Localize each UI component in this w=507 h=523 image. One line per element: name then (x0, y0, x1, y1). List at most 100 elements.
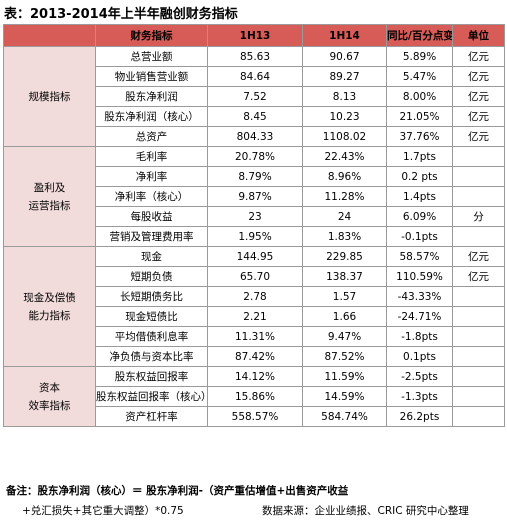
cell (452, 366, 505, 387)
group-label: 现金及偿债 能力指标 (3, 246, 96, 367)
cell: 11.31% (207, 326, 303, 347)
cell: 亿元 (452, 106, 505, 127)
cell: 85.63 (207, 46, 303, 67)
table-row: 现金及偿债 能力指标 现金 144.95 229.85 58.57% 亿元 (3, 246, 505, 367)
cell: 89.27 (302, 66, 387, 87)
cell: 5.47% (386, 66, 453, 87)
cell: 股东净利润 (95, 86, 208, 107)
cell: 110.59% (386, 266, 453, 287)
cell: 22.43% (302, 146, 387, 167)
cell: 1.57 (302, 286, 387, 307)
cell: 总营业额 (95, 46, 208, 67)
cell: 20.78% (207, 146, 303, 167)
cell: 净利率（核心） (95, 186, 208, 207)
cell: 9.87% (207, 186, 303, 207)
cell: 亿元 (452, 126, 505, 147)
cell: -2.5pts (386, 366, 453, 387)
cell: 584.74% (302, 406, 387, 427)
cell: 每股收益 (95, 206, 208, 227)
cell (452, 146, 505, 167)
cell: 87.42% (207, 346, 303, 367)
cell: 8.79% (207, 166, 303, 187)
cell: 股东权益回报率（核心） (95, 386, 208, 407)
cell: 9.47% (302, 326, 387, 347)
cell: 1.95% (207, 226, 303, 247)
cell: 138.37 (302, 266, 387, 287)
cell: 87.52% (302, 346, 387, 367)
cell: -1.3pts (386, 386, 453, 407)
cell: 11.28% (302, 186, 387, 207)
group-label: 资本 效率指标 (3, 366, 96, 427)
group-label-line: 资本 (39, 381, 60, 394)
cell (452, 306, 505, 327)
title: 表：2013-2014年上半年融创财务指标 (4, 7, 238, 22)
header-cell: 1H14 (302, 24, 387, 47)
cell: 65.70 (207, 266, 303, 287)
cell: 亿元 (452, 246, 505, 267)
cell: -43.33% (386, 286, 453, 307)
cell: 8.00% (386, 86, 453, 107)
cell: 1108.02 (302, 126, 387, 147)
table-row: 规模指标 总营业额 85.63 90.67 5.89% 亿元 (3, 46, 505, 147)
cell: 24 (302, 206, 387, 227)
cell: 毛利率 (95, 146, 208, 167)
cell: 144.95 (207, 246, 303, 267)
header-cell: 1H13 (207, 24, 303, 47)
cell (452, 186, 505, 207)
cell: 总资产 (95, 126, 208, 147)
cell: 长短期债务比 (95, 286, 208, 307)
cell: 7.52 (207, 86, 303, 107)
cell: 8.13 (302, 86, 387, 107)
header-cell: 单位 (452, 24, 505, 47)
cell (452, 326, 505, 347)
cell: 229.85 (302, 246, 387, 267)
cell: 营销及管理费用率 (95, 226, 208, 247)
group-label-line: 能力指标 (28, 309, 71, 322)
group-label-line: 效率指标 (28, 399, 71, 412)
cell: 26.2pts (386, 406, 453, 427)
cell: 净利率 (95, 166, 208, 187)
cell: 14.59% (302, 386, 387, 407)
group-label-line: 现金及偿债 (23, 291, 76, 304)
cell: 短期负债 (95, 266, 208, 287)
group-label-line: 盈利及 (33, 181, 66, 194)
table-row: 现金短债比 2.21 1.66 -24.71% (4, 306, 505, 327)
cell (452, 286, 505, 307)
cell: 0.2 pts (386, 166, 453, 187)
cell: 现金 (95, 246, 208, 267)
cell: 558.57% (207, 406, 303, 427)
cell: 1.4pts (386, 186, 453, 207)
cell: 14.12% (207, 366, 303, 387)
cell: 平均借债利息率 (95, 326, 208, 347)
table-row: 股东净利润（核心） 8.45 10.23 21.05% 亿元 (4, 106, 505, 127)
cell: 8.96% (302, 166, 387, 187)
group-label-line: 运营指标 (28, 199, 71, 212)
table-row: 股东权益回报率（核心） 15.86% 14.59% -1.3pts (4, 386, 505, 407)
cell: 亿元 (452, 86, 505, 107)
cell: 亿元 (452, 266, 505, 287)
table-row: 净利率（核心） 9.87% 11.28% 1.4pts (4, 186, 505, 207)
cell: 1.66 (302, 306, 387, 327)
cell: 8.45 (207, 106, 303, 127)
cell: 物业销售营业额 (95, 66, 208, 87)
cell: 现金短债比 (95, 306, 208, 327)
cell: 1.83% (302, 226, 387, 247)
cell: 21.05% (386, 106, 453, 127)
cell: 亿元 (452, 46, 505, 67)
table-row: 营销及管理费用率 1.95% 1.83% -0.1pts (4, 226, 505, 247)
table-row: 净利率 8.79% 8.96% 0.2 pts (4, 166, 505, 187)
source: 数据来源：企业业绩报、CRIC 研究中心整理 (262, 505, 469, 517)
table-row: 资本 效率指标 股东权益回报率 14.12% 11.59% -2.5pts (3, 366, 505, 427)
group-label-line: 规模指标 (28, 90, 71, 103)
note: 备注：股东净利润（核心）＝ 股东净利润-（资产重估增值+出售资产收益 (6, 485, 349, 497)
cell: 分 (452, 206, 505, 227)
cell (452, 166, 505, 187)
cell: 23 (207, 206, 303, 227)
header-cell (3, 24, 96, 47)
cell: 净负债与资本比率 (95, 346, 208, 367)
cell: 2.21 (207, 306, 303, 327)
cell (452, 386, 505, 407)
cell: -0.1pts (386, 226, 453, 247)
